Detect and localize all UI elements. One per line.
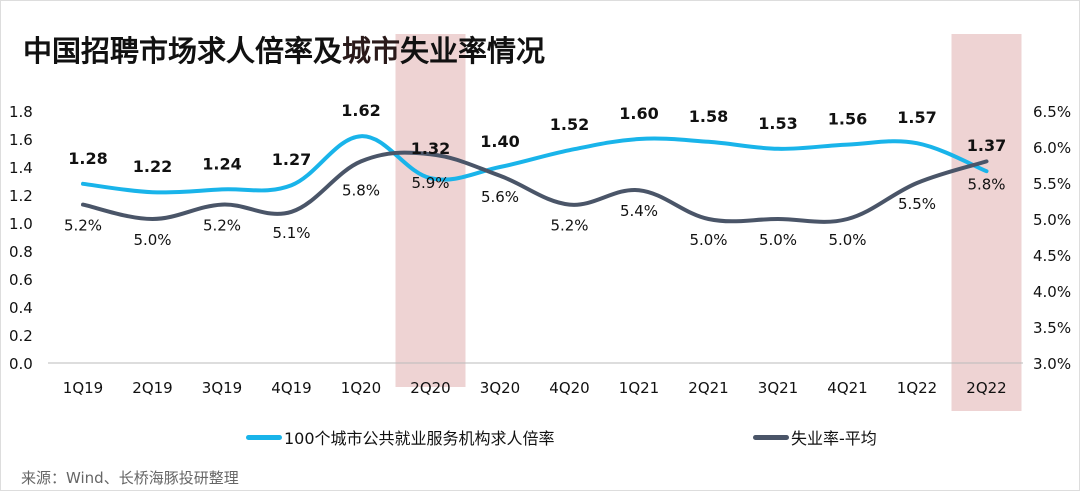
data-label-ratio: 1.57 xyxy=(897,108,936,127)
y-left-tick: 1.6 xyxy=(9,131,33,149)
y-right-tick: 5.5% xyxy=(1033,175,1071,193)
y-left-tick: 0.6 xyxy=(9,271,33,289)
x-tick: 1Q21 xyxy=(619,379,659,397)
data-label-ratio: 1.60 xyxy=(619,104,658,123)
x-tick: 1Q22 xyxy=(897,379,937,397)
data-label-ratio: 1.52 xyxy=(550,115,589,134)
highlight-band xyxy=(951,34,1022,411)
data-label-ratio: 1.56 xyxy=(828,110,867,129)
y-right-tick: 4.5% xyxy=(1033,247,1071,265)
data-label-unemployment: 5.0% xyxy=(759,231,797,249)
y-right-tick: 3.5% xyxy=(1033,319,1071,337)
source-note: 来源：Wind、长桥海豚投研整理 xyxy=(21,469,239,487)
data-label-unemployment: 5.8% xyxy=(967,175,1005,193)
series-line-unemployment xyxy=(81,150,989,224)
y-right-tick: 5.0% xyxy=(1033,211,1071,229)
y-left-tick: 1.4 xyxy=(9,159,33,177)
data-label-ratio: 1.27 xyxy=(272,150,311,169)
x-tick: 1Q19 xyxy=(63,379,103,397)
x-tick: 2Q20 xyxy=(410,379,450,397)
data-label-ratio: 1.62 xyxy=(341,101,380,120)
data-label-unemployment: 5.1% xyxy=(272,224,310,242)
x-tick: 4Q21 xyxy=(827,379,867,397)
data-label-ratio: 1.28 xyxy=(68,149,107,168)
data-label-unemployment: 5.5% xyxy=(898,195,936,213)
data-label-ratio: 1.24 xyxy=(202,154,241,173)
x-tick: 4Q19 xyxy=(271,379,311,397)
series-line-ratio xyxy=(81,134,989,195)
data-label-unemployment: 5.2% xyxy=(203,217,241,235)
data-label-unemployment: 5.9% xyxy=(411,174,449,192)
legend-label: 失业率-平均 xyxy=(791,429,877,448)
data-label-ratio: 1.58 xyxy=(689,107,728,126)
x-tick: 1Q20 xyxy=(341,379,381,397)
data-label-ratio: 1.53 xyxy=(758,114,797,133)
y-right-tick: 6.0% xyxy=(1033,139,1071,157)
y-left-tick: 0.4 xyxy=(9,299,33,317)
data-label-ratio: 1.32 xyxy=(411,139,450,158)
y-left-tick: 1.0 xyxy=(9,215,33,233)
x-tick: 2Q21 xyxy=(688,379,728,397)
title-highlight: 城市 xyxy=(342,34,401,68)
data-label-unemployment: 5.0% xyxy=(133,231,171,249)
legend-swatch xyxy=(246,434,282,440)
data-label-ratio: 1.22 xyxy=(133,157,172,176)
x-tick: 3Q20 xyxy=(480,379,520,397)
y-left-tick: 0.8 xyxy=(9,243,33,261)
legend-label: 100个城市公共就业服务机构求人倍率 xyxy=(284,429,555,448)
y-right-tick: 3.0% xyxy=(1033,355,1071,373)
data-label-ratio: 1.40 xyxy=(480,132,519,151)
x-tick: 2Q19 xyxy=(132,379,172,397)
y-left-tick: 1.2 xyxy=(9,187,33,205)
chart-title: 中国招聘市场求人倍率及城市失业率情况 xyxy=(23,28,545,70)
data-label-unemployment: 5.2% xyxy=(550,217,588,235)
data-label-unemployment: 5.0% xyxy=(828,231,866,249)
highlight-band xyxy=(395,34,466,387)
x-tick: 3Q19 xyxy=(202,379,242,397)
x-tick: 3Q21 xyxy=(758,379,798,397)
y-right-tick: 6.5% xyxy=(1033,103,1071,121)
legend-swatch xyxy=(753,434,789,440)
data-label-unemployment: 5.0% xyxy=(689,231,727,249)
data-label-ratio: 1.37 xyxy=(967,136,1006,155)
legend-item-ratio: 100个城市公共就业服务机构求人倍率 xyxy=(246,425,555,449)
y-left-tick: 1.8 xyxy=(9,103,33,121)
y-left-tick: 0.2 xyxy=(9,327,33,345)
x-tick: 2Q22 xyxy=(966,379,1006,397)
legend-item-unemployment: 失业率-平均 xyxy=(753,425,877,449)
data-label-unemployment: 5.8% xyxy=(342,181,380,199)
data-label-unemployment: 5.2% xyxy=(64,217,102,235)
x-tick: 4Q20 xyxy=(549,379,589,397)
y-right-tick: 4.0% xyxy=(1033,283,1071,301)
data-label-unemployment: 5.4% xyxy=(620,202,658,220)
y-left-tick: 0.0 xyxy=(9,355,33,373)
data-label-unemployment: 5.6% xyxy=(481,188,519,206)
title-part: 中国招聘市场求人倍率及 xyxy=(23,34,343,68)
title-part: 失业率情况 xyxy=(400,34,546,68)
